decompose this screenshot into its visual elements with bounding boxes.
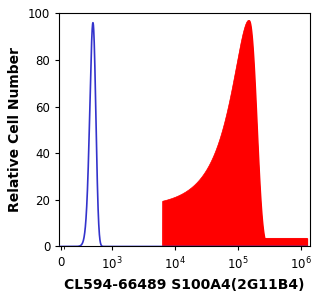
Y-axis label: Relative Cell Number: Relative Cell Number: [8, 47, 22, 212]
X-axis label: CL594-66489 S100A4(2G11B4): CL594-66489 S100A4(2G11B4): [64, 278, 305, 292]
